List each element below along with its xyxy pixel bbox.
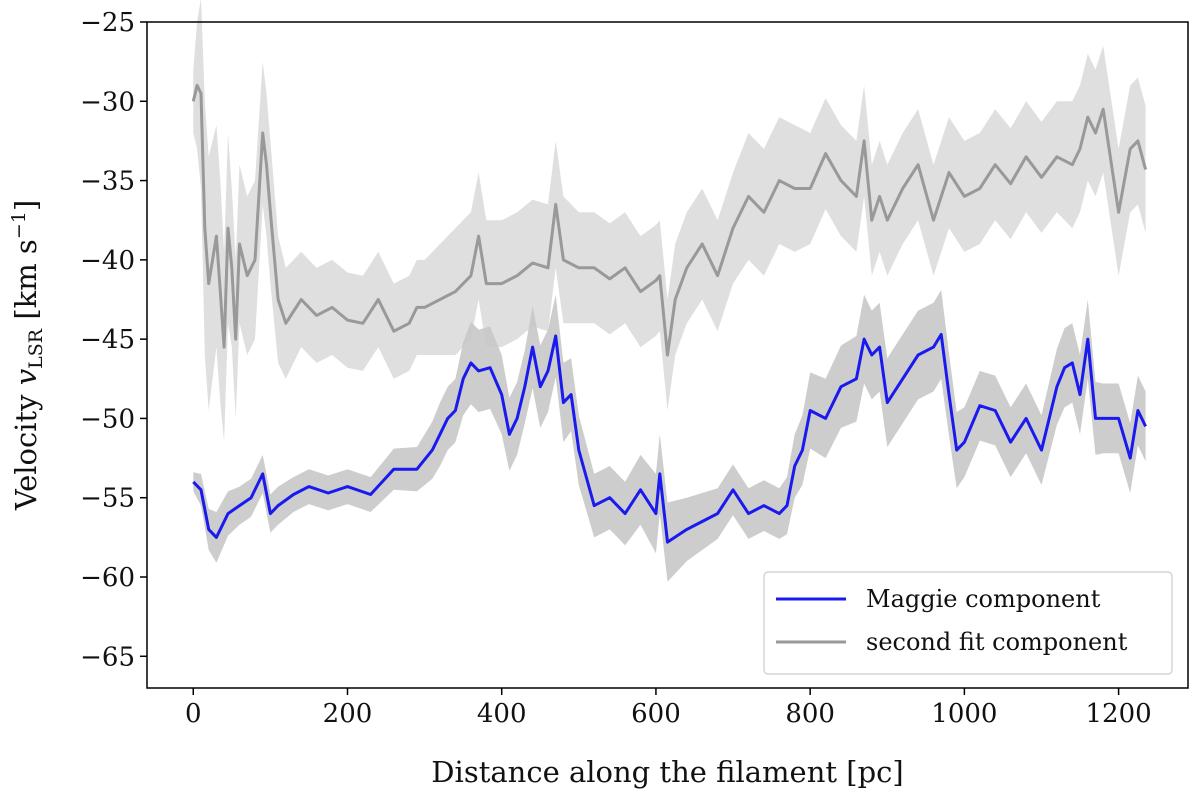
y-axis-title-units: [km s — [9, 239, 43, 329]
legend-label-second-fit: second fit component — [866, 628, 1128, 656]
y-tick-label: −60 — [80, 563, 135, 593]
x-tick-label: 800 — [785, 699, 835, 729]
plot-frame — [146, 21, 1189, 689]
x-axis-title: Distance along the filament [pc] — [431, 755, 903, 789]
y-tick-label: −30 — [80, 87, 135, 117]
x-tick-label: 0 — [185, 699, 202, 729]
y-tick-label: −35 — [80, 167, 135, 197]
y-axis-title-var: v — [9, 368, 43, 385]
y-tick-label: −25 — [80, 8, 135, 38]
legend-label-maggie: Maggie component — [866, 585, 1101, 613]
y-axis-ticks: −25 −30 −35 −40 −45 −50 −55 −60 −65 — [80, 8, 147, 672]
x-tick-label: 400 — [477, 699, 527, 729]
series-lines — [191, 83, 1148, 544]
y-tick-label: −50 — [80, 404, 135, 434]
maggie-line — [192, 332, 1147, 544]
maggie-band — [193, 290, 1146, 582]
y-tick-label: −65 — [80, 642, 135, 672]
legend-box — [763, 571, 1173, 675]
legend: Maggie component second fit component — [763, 571, 1173, 675]
y-axis-title-prefix: Velocity — [9, 385, 43, 511]
x-axis-ticks: 0 200 400 600 800 1000 1200 — [185, 688, 1152, 729]
y-axis-title-exp: −1 — [8, 211, 30, 239]
y-tick-label: −40 — [80, 246, 135, 276]
x-tick-label: 200 — [323, 699, 373, 729]
y-axis-title-sub: LSR — [25, 328, 47, 369]
y-axis-title: Velocity vLSR [km s−1] — [8, 200, 47, 511]
y-tick-label: −45 — [80, 325, 135, 355]
x-tick-label: 600 — [631, 699, 681, 729]
second-fit-line — [191, 83, 1148, 357]
x-tick-label: 1200 — [1086, 699, 1152, 729]
second-fit-band — [193, 0, 1146, 443]
confidence-bands — [193, 0, 1146, 582]
x-tick-label: 1000 — [931, 699, 997, 729]
y-axis-title-close: ] — [9, 200, 43, 211]
y-tick-label: −55 — [80, 484, 135, 514]
